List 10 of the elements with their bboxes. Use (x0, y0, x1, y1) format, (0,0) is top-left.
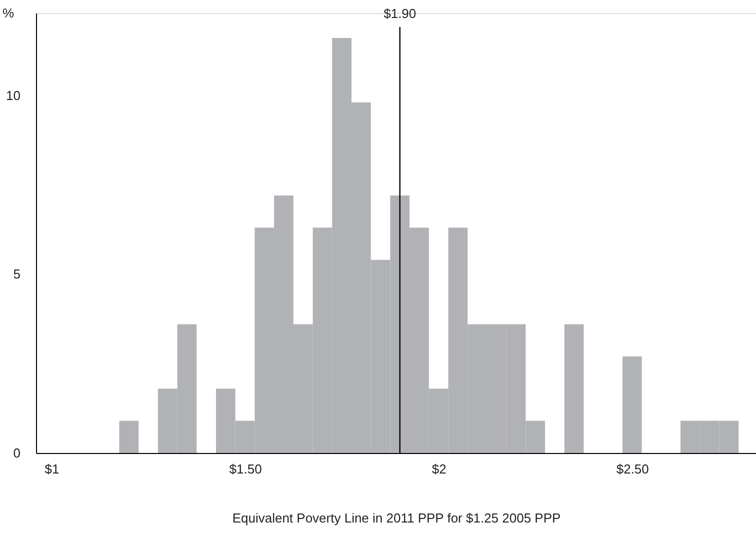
x-axis-title: Equivalent Poverty Line in 2011 PPP for $1.25 2005 PPP (232, 510, 561, 526)
y-tick-label: 10 (6, 88, 20, 103)
x-tick-label: $1 (44, 462, 60, 476)
ref-line-label: $1.90 (384, 6, 416, 21)
y-tick-label: 0 (13, 446, 20, 460)
x-tick-label: $2.50 (616, 462, 649, 476)
x-tick-label: $2 (432, 462, 446, 476)
x-tick-label: $1.50 (229, 462, 262, 476)
y-tick-label: 5 (13, 266, 20, 282)
y-axis-title: % (2, 6, 14, 20)
